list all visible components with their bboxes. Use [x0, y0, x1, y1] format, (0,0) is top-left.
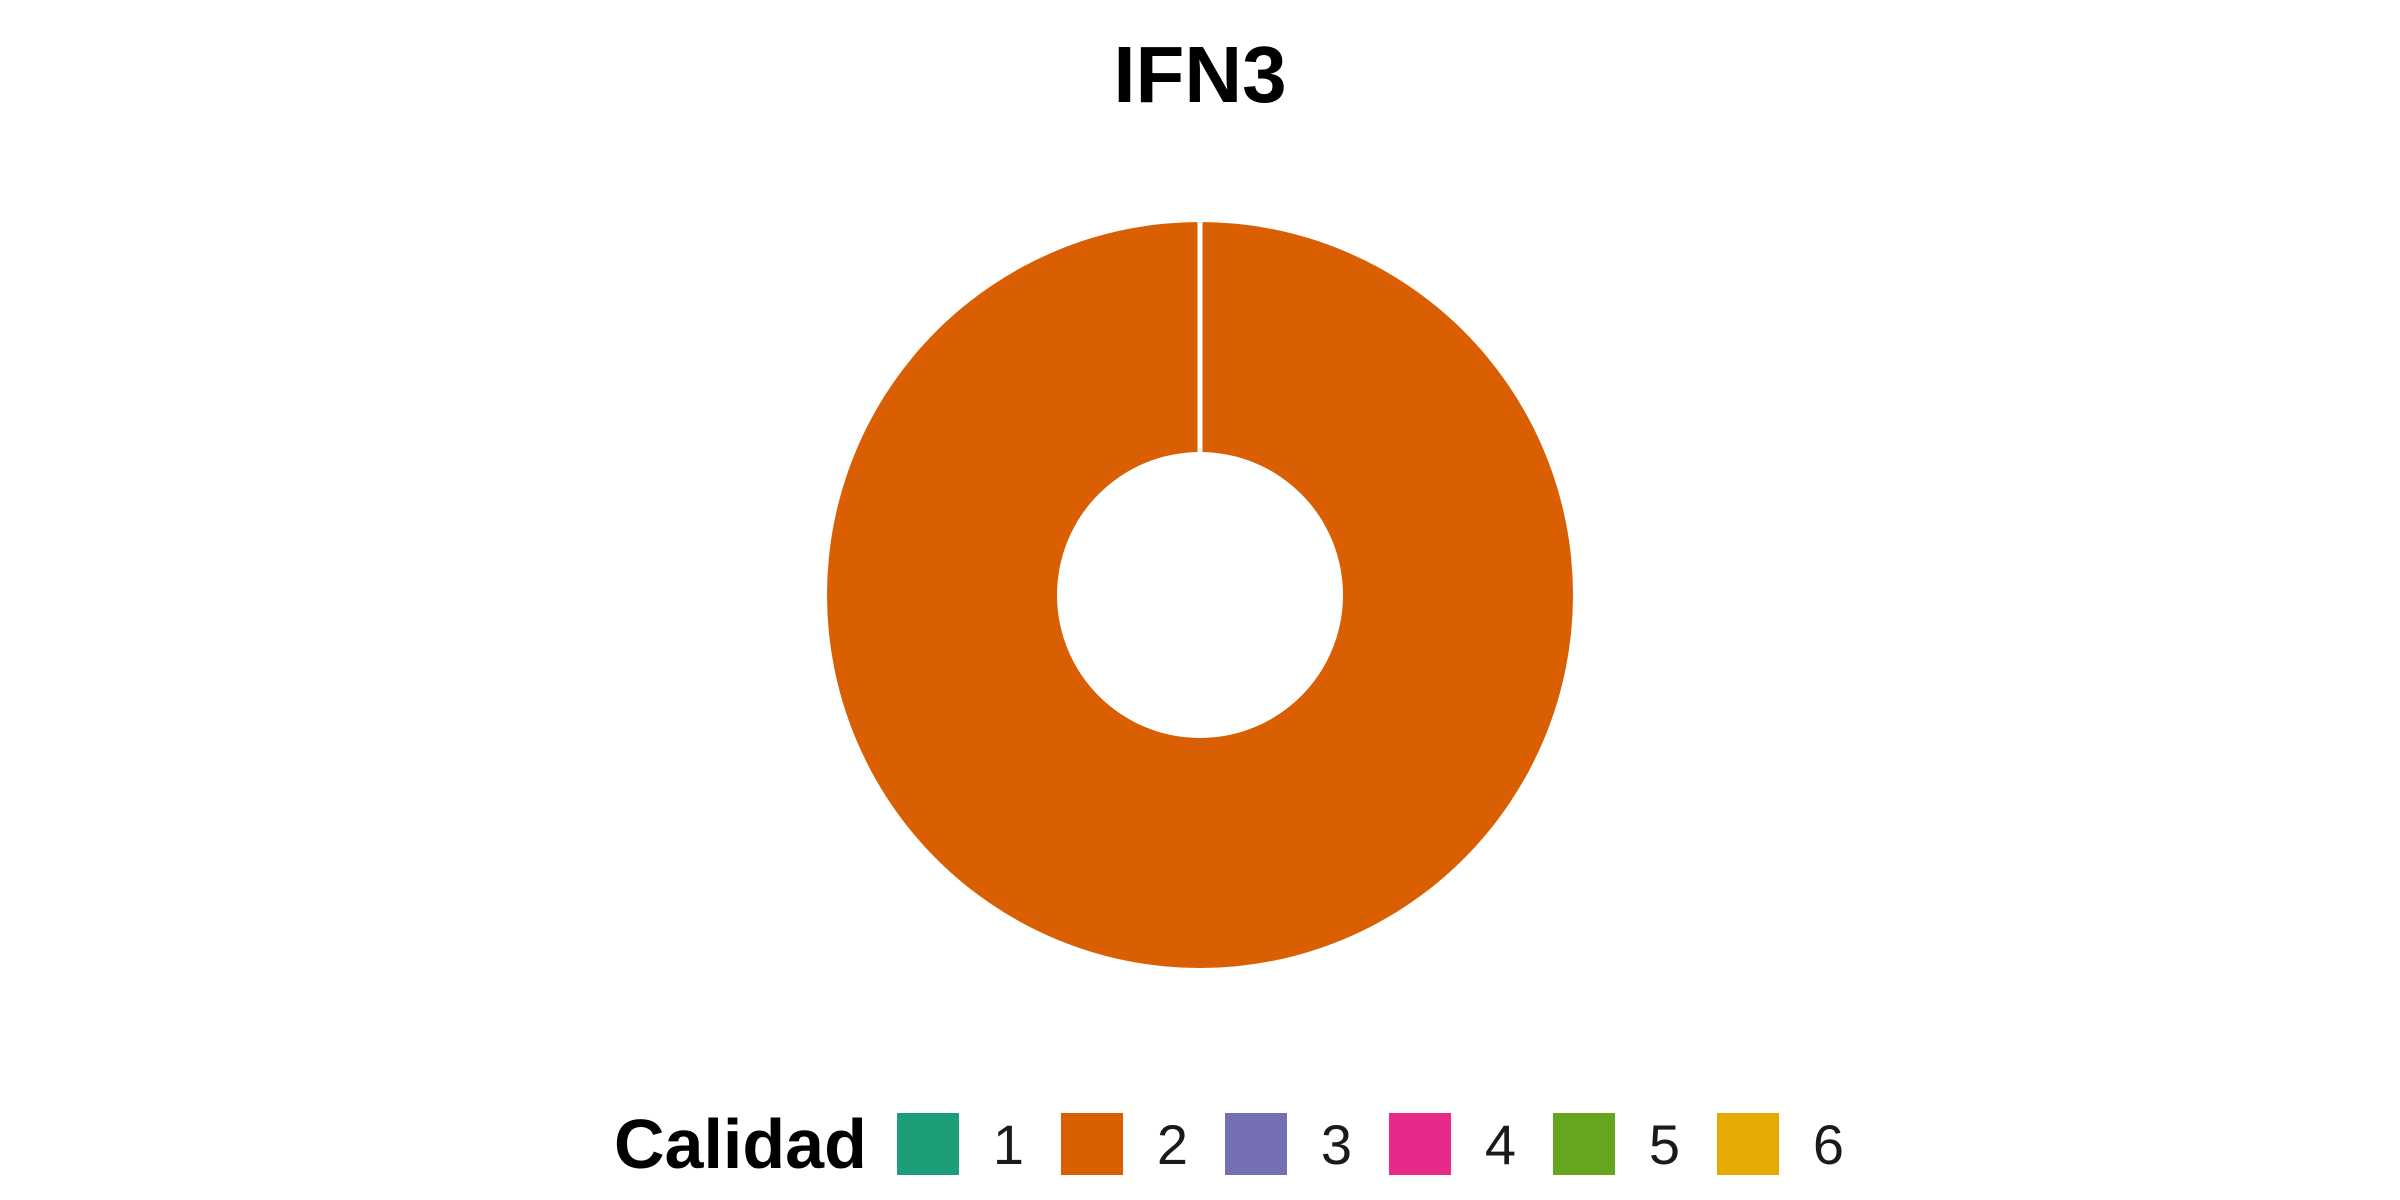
legend: Calidad 1 2 3 4 5 6: [614, 1105, 1881, 1183]
legend-swatch-6: [1716, 1113, 1779, 1175]
legend-swatch-5: [1552, 1113, 1615, 1175]
legend-item-4: 4: [1388, 1112, 1519, 1177]
legend-swatch-2: [1060, 1113, 1123, 1175]
legend-swatch-4: [1388, 1113, 1451, 1175]
legend-label-1: 1: [992, 1112, 1024, 1176]
legend-items: 1 2 3 4 5 6: [896, 1112, 1881, 1177]
legend-swatch-3: [1224, 1113, 1287, 1175]
legend-item-1: 1: [896, 1112, 1027, 1177]
legend-item-6: 6: [1716, 1112, 1847, 1177]
legend-label-2: 2: [1156, 1112, 1188, 1176]
chart-title: IFN3: [1113, 30, 1287, 119]
legend-label-4: 4: [1484, 1112, 1516, 1176]
legend-label-5: 5: [1648, 1112, 1680, 1176]
legend-label-6: 6: [1812, 1112, 1844, 1176]
donut-slice-2: [827, 222, 1573, 968]
legend-title: Calidad: [614, 1105, 867, 1183]
legend-label-3: 3: [1320, 1112, 1352, 1176]
legend-item-5: 5: [1552, 1112, 1683, 1177]
legend-item-2: 2: [1060, 1112, 1191, 1177]
legend-item-3: 3: [1224, 1112, 1355, 1177]
legend-swatch-1: [896, 1113, 959, 1175]
